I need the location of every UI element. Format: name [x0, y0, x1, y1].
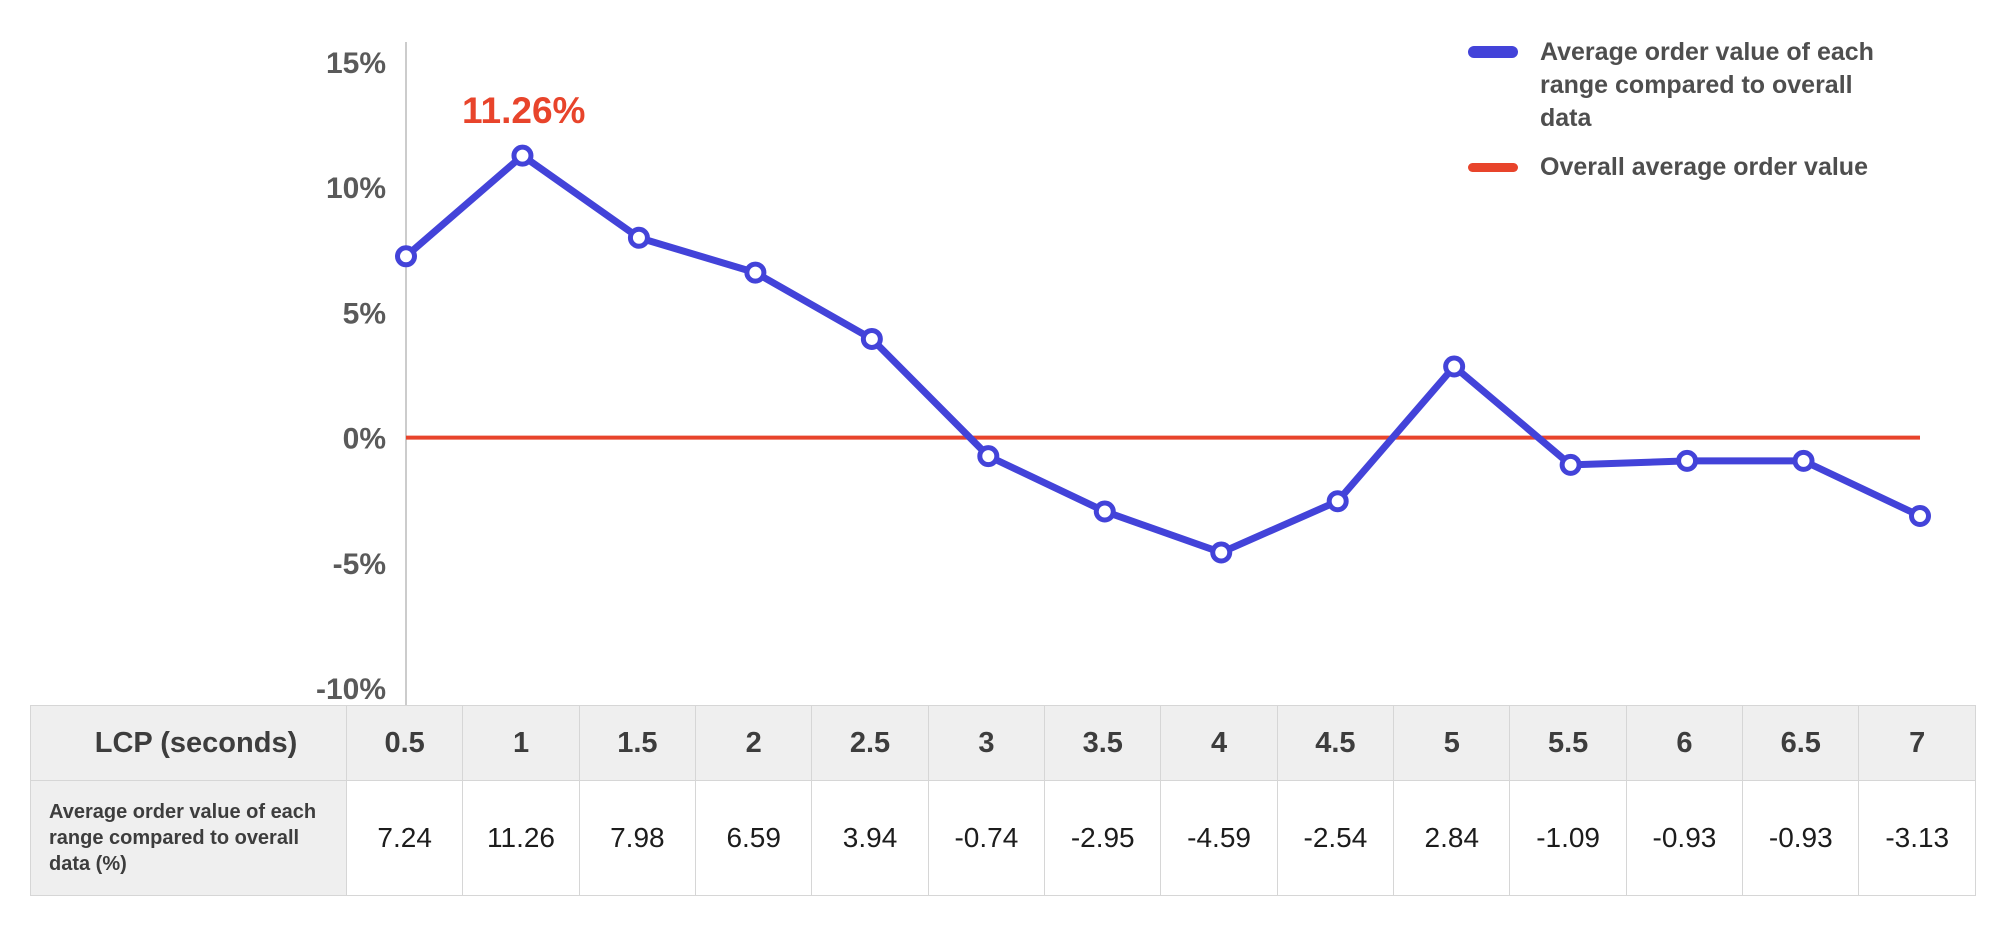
y-axis-tick-label: 0%: [343, 423, 386, 456]
peak-annotation: 11.26%: [462, 90, 586, 131]
y-axis-tick-label: 15%: [326, 47, 386, 80]
data-point-marker: [977, 445, 1000, 468]
lcp-header-cell: 7: [1858, 705, 1976, 781]
lcp-header-cell: 1.5: [578, 705, 697, 781]
value-cell: 3.94: [811, 780, 929, 896]
lcp-header-cell: 4.5: [1276, 705, 1395, 781]
data-point-marker: [860, 327, 883, 350]
data-point-marker: [627, 226, 650, 249]
data-point-marker: [744, 261, 767, 284]
data-point-marker: [1093, 500, 1116, 523]
data-point-marker: [1210, 541, 1233, 564]
data-point-marker: [1559, 453, 1582, 476]
data-point-marker: [395, 245, 417, 268]
lcp-header-cell: 4: [1160, 705, 1278, 781]
line-chart: 15% 10% 5% 0% -5% -10%: [316, 42, 1931, 705]
data-point-marker: [1909, 504, 1931, 527]
y-axis-tick-label: 5%: [343, 297, 386, 330]
lcp-header-cell: 6: [1625, 705, 1744, 781]
lcp-header-cell: 3: [927, 705, 1046, 781]
legend-item-series: Average order value of each range compar…: [1468, 36, 1948, 135]
table-data-row: Average order value of each range compar…: [30, 780, 1976, 896]
value-cell: 2.84: [1393, 780, 1511, 896]
legend-label-series: Average order value of each range compar…: [1540, 38, 1874, 132]
series-line-swatch: [1468, 46, 1518, 58]
value-cell: 6.59: [695, 780, 813, 896]
value-cell: 7.24: [345, 780, 464, 896]
data-point-marker: [1676, 449, 1699, 472]
value-cell: -0.93: [1742, 780, 1860, 896]
chart-area: 15% 10% 5% 0% -5% -10% 11.26% Average order v…: [316, 36, 1948, 705]
value-cell: -4.59: [1160, 780, 1278, 896]
data-point-marker: [1792, 449, 1815, 472]
data-point-marker: [1326, 490, 1349, 513]
table-header-row: LCP (seconds) 0.5 1 1.5 2 2.5 3 3.5 4 4.5 5 5.5 6 6.…: [30, 705, 1976, 781]
table-row-label-cell: Average order value of each range compar…: [30, 780, 347, 896]
lcp-header-cell: 2: [695, 705, 813, 781]
legend: Average order value of each range compar…: [1468, 36, 1948, 200]
data-table: LCP (seconds) 0.5 1 1.5 2 2.5 3 3.5 4 4.5 5 5.5 6 6.…: [30, 705, 1976, 896]
legend-item-reference: Overall average order value: [1468, 151, 1948, 184]
y-axis-tick-label: -10%: [316, 673, 386, 705]
legend-label-reference: Overall average order value: [1540, 153, 1868, 181]
value-cell: -3.13: [1858, 780, 1976, 896]
value-cell: -2.54: [1276, 780, 1395, 896]
value-cell: 7.98: [578, 780, 697, 896]
value-cell: -0.74: [927, 780, 1046, 896]
lcp-header-cell: 3.5: [1044, 705, 1162, 781]
data-point-marker: [1443, 355, 1466, 378]
lcp-header-cell: 6.5: [1742, 705, 1860, 781]
lcp-header-cell: 0.5: [345, 705, 464, 781]
lcp-header-cell: 5.5: [1509, 705, 1627, 781]
value-cell: -0.93: [1625, 780, 1744, 896]
value-cell: -1.09: [1509, 780, 1627, 896]
data-point-marker: [511, 144, 534, 167]
y-axis-tick-label: 10%: [326, 172, 386, 205]
lcp-header-cell: 1: [462, 705, 580, 781]
reference-line-swatch: [1468, 163, 1518, 172]
value-cell: -2.95: [1044, 780, 1162, 896]
value-cell: 11.26: [462, 780, 580, 896]
y-axis-tick-label: -5%: [333, 548, 386, 581]
lcp-header-cell: 5: [1393, 705, 1511, 781]
lcp-header-cell: 2.5: [811, 705, 929, 781]
table-corner-cell: LCP (seconds): [30, 705, 347, 781]
